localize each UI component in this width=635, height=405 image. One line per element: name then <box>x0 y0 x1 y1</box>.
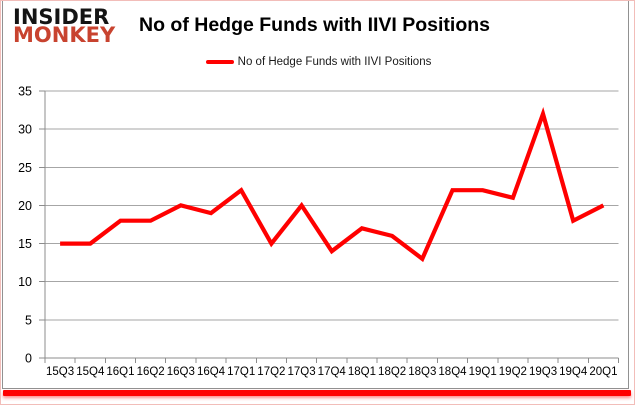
y-tick-label-15: 15 <box>18 237 32 251</box>
y-tick-label-10: 10 <box>18 275 32 289</box>
y-tick-label-0: 0 <box>25 352 32 366</box>
bottom-accent-bar <box>3 390 631 396</box>
x-tick-label-17Q3: 17Q3 <box>287 366 315 378</box>
chart-title: No of Hedge Funds with IIVI Positions <box>139 14 490 36</box>
x-tick-label-18Q2: 18Q2 <box>378 366 406 378</box>
data-line-0 <box>60 107 605 263</box>
x-tick-label-18Q4: 18Q4 <box>438 366 467 378</box>
chart-card: INSIDER MONKEY No of Hedge Funds with II… <box>2 0 629 389</box>
x-tick-label-20Q1: 20Q1 <box>589 366 617 378</box>
x-tick-label-16Q3: 16Q3 <box>167 366 195 378</box>
logo-monkey-text: MONKEY <box>13 23 116 47</box>
x-tick-label-19Q4: 19Q4 <box>559 366 588 378</box>
x-tick-label-16Q2: 16Q2 <box>137 366 165 378</box>
legend-line-swatch <box>205 60 234 64</box>
x-tick-label-19Q2: 19Q2 <box>499 366 527 378</box>
chart-legend: No of Hedge Funds with IIVI Positions <box>3 56 628 68</box>
logo-insider-text: INSIDER <box>13 5 110 29</box>
x-tick-label-17Q4: 17Q4 <box>318 366 347 378</box>
x-tick-label-19Q3: 19Q3 <box>529 366 557 378</box>
x-tick-label-18Q1: 18Q1 <box>348 366 376 378</box>
y-tick-label-35: 35 <box>18 85 32 99</box>
y-tick-label-25: 25 <box>18 161 32 175</box>
x-tick-label-16Q1: 16Q1 <box>106 366 134 378</box>
legend-label: No of Hedge Funds with IIVI Positions <box>237 56 432 68</box>
y-tick-label-5: 5 <box>25 313 32 327</box>
x-tick-label-15Q3: 15Q3 <box>46 366 74 378</box>
x-tick-label-16Q4: 16Q4 <box>197 366 226 378</box>
x-tick-label-17Q1: 17Q1 <box>227 366 255 378</box>
x-tick-label-15Q4: 15Q4 <box>76 366 105 378</box>
x-tick-label-18Q3: 18Q3 <box>408 366 436 378</box>
y-tick-label-20: 20 <box>18 199 32 213</box>
x-tick-label-17Q2: 17Q2 <box>257 366 285 378</box>
y-tick-label-30: 30 <box>18 123 32 137</box>
insider-monkey-logo: INSIDER MONKEY <box>13 5 116 47</box>
x-tick-label-19Q1: 19Q1 <box>469 366 497 378</box>
